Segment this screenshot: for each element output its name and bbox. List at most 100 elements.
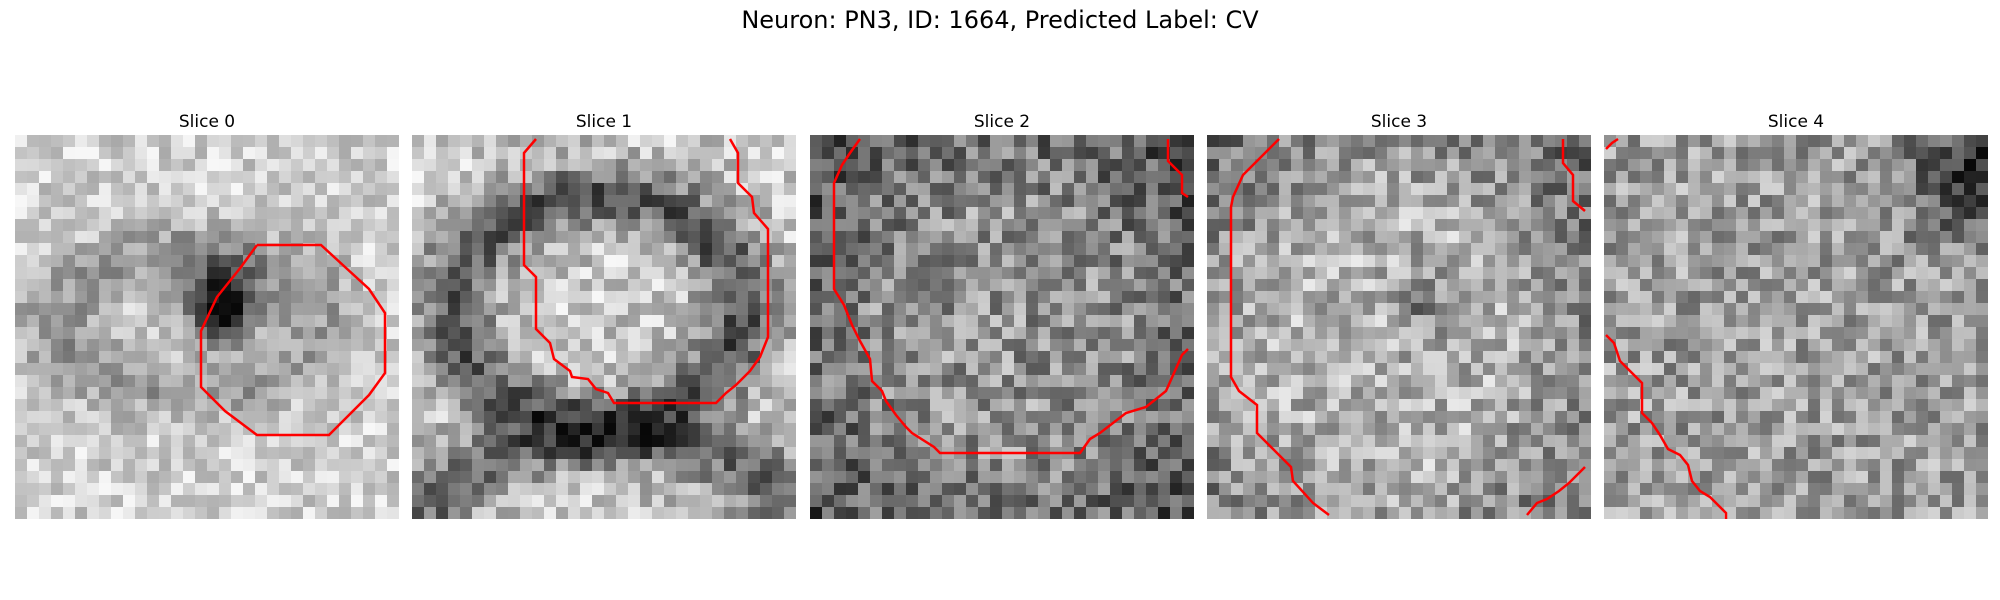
slice-pixel — [1748, 159, 1760, 171]
slice-pixel — [496, 135, 508, 147]
slice-pixel — [592, 183, 604, 195]
slice-pixel — [351, 423, 363, 435]
slice-pixel — [508, 411, 520, 423]
slice-pixel — [1471, 351, 1483, 363]
slice-pixel — [1315, 183, 1327, 195]
slice-pixel — [1026, 219, 1038, 231]
slice-pixel — [75, 507, 87, 519]
slice-pixel — [616, 483, 628, 495]
slice-pixel — [15, 207, 27, 219]
slice-pixel — [1976, 399, 1988, 411]
slice-pixel — [1555, 375, 1567, 387]
slice-pixel — [1952, 255, 1964, 267]
slice-pixel — [1604, 207, 1616, 219]
slice-pixel — [303, 339, 315, 351]
slice-pixel — [1652, 255, 1664, 267]
slice-pixel — [63, 291, 75, 303]
slice-pixel — [1567, 459, 1579, 471]
slice-pixel — [412, 279, 424, 291]
slice-pixel — [484, 159, 496, 171]
slice-pixel — [1158, 471, 1170, 483]
slice-pixel — [1664, 315, 1676, 327]
slice-pixel — [1050, 411, 1062, 423]
slice-pixel — [111, 279, 123, 291]
slice-pixel — [267, 279, 279, 291]
slice-pixel — [700, 207, 712, 219]
slice-pixel — [27, 387, 39, 399]
slice-pixel — [207, 447, 219, 459]
slice-pixel — [1447, 459, 1459, 471]
slice-pixel — [1327, 327, 1339, 339]
slice-pixel — [1219, 171, 1231, 183]
slice-pixel — [748, 507, 760, 519]
slice-pixel — [1303, 483, 1315, 495]
slice-pixel — [1880, 411, 1892, 423]
slice-pixel — [858, 363, 870, 375]
slice-pixel — [1976, 159, 1988, 171]
slice-pixel — [1579, 435, 1591, 447]
slice-pixel — [1231, 135, 1243, 147]
slice-pixel — [1002, 387, 1014, 399]
slice-pixel — [1700, 435, 1712, 447]
slice-pixel — [990, 135, 1002, 147]
slice-pixel — [640, 231, 652, 243]
slice-pixel — [966, 135, 978, 147]
slice-pixel — [1182, 303, 1194, 315]
slice-pixel — [327, 495, 339, 507]
slice-pixel — [1471, 435, 1483, 447]
slice-pixel — [375, 135, 387, 147]
slice-pixel — [1916, 135, 1928, 147]
slice-pixel — [1014, 291, 1026, 303]
slice-pixel — [1339, 219, 1351, 231]
slice-pixel — [1459, 387, 1471, 399]
slice-pixel — [1964, 231, 1976, 243]
slice-pixel — [207, 279, 219, 291]
slice-pixel — [1808, 363, 1820, 375]
slice-pixel — [784, 483, 796, 495]
slice-pixel — [1014, 471, 1026, 483]
slice-pixel — [496, 507, 508, 519]
slice-pixel — [580, 423, 592, 435]
slice-pixel — [327, 171, 339, 183]
slice-pixel — [351, 399, 363, 411]
slice-pixel — [592, 375, 604, 387]
slice-pixel — [966, 291, 978, 303]
slice-pixel — [834, 315, 846, 327]
slice-pixel — [556, 459, 568, 471]
slice-pixel — [1351, 471, 1363, 483]
slice-pixel — [159, 507, 171, 519]
slice-pixel — [1423, 147, 1435, 159]
slice-pixel — [123, 459, 135, 471]
slice-pixel — [1628, 339, 1640, 351]
slice-pixel — [1219, 147, 1231, 159]
slice-pixel — [351, 411, 363, 423]
slice-pixel — [1748, 423, 1760, 435]
slice-pixel — [207, 255, 219, 267]
slice-pixel — [568, 411, 580, 423]
slice-pixel — [1567, 291, 1579, 303]
slice-pixel — [1411, 231, 1423, 243]
slice-pixel — [894, 447, 906, 459]
slice-pixel — [1507, 423, 1519, 435]
slice-pixel — [1158, 255, 1170, 267]
slice-pixel — [1399, 183, 1411, 195]
slice-pixel — [676, 447, 688, 459]
slice-pixel — [1207, 183, 1219, 195]
slice-pixel — [1351, 435, 1363, 447]
slice-pixel — [544, 243, 556, 255]
slice-pixel — [1447, 303, 1459, 315]
slice-pixel — [1688, 171, 1700, 183]
slice-pixel — [1616, 435, 1628, 447]
slice-pixel — [1074, 135, 1086, 147]
slice-pixel — [664, 495, 676, 507]
slice-pixel — [724, 483, 736, 495]
slice-pixel — [484, 135, 496, 147]
slice-pixel — [1014, 459, 1026, 471]
slice-pixel — [1182, 207, 1194, 219]
slice-pixel — [532, 399, 544, 411]
slice-pixel — [1098, 507, 1110, 519]
slice-pixel — [652, 195, 664, 207]
slice-pixel — [1796, 351, 1808, 363]
slice-pixel — [1579, 447, 1591, 459]
slice-pixel — [1712, 171, 1724, 183]
